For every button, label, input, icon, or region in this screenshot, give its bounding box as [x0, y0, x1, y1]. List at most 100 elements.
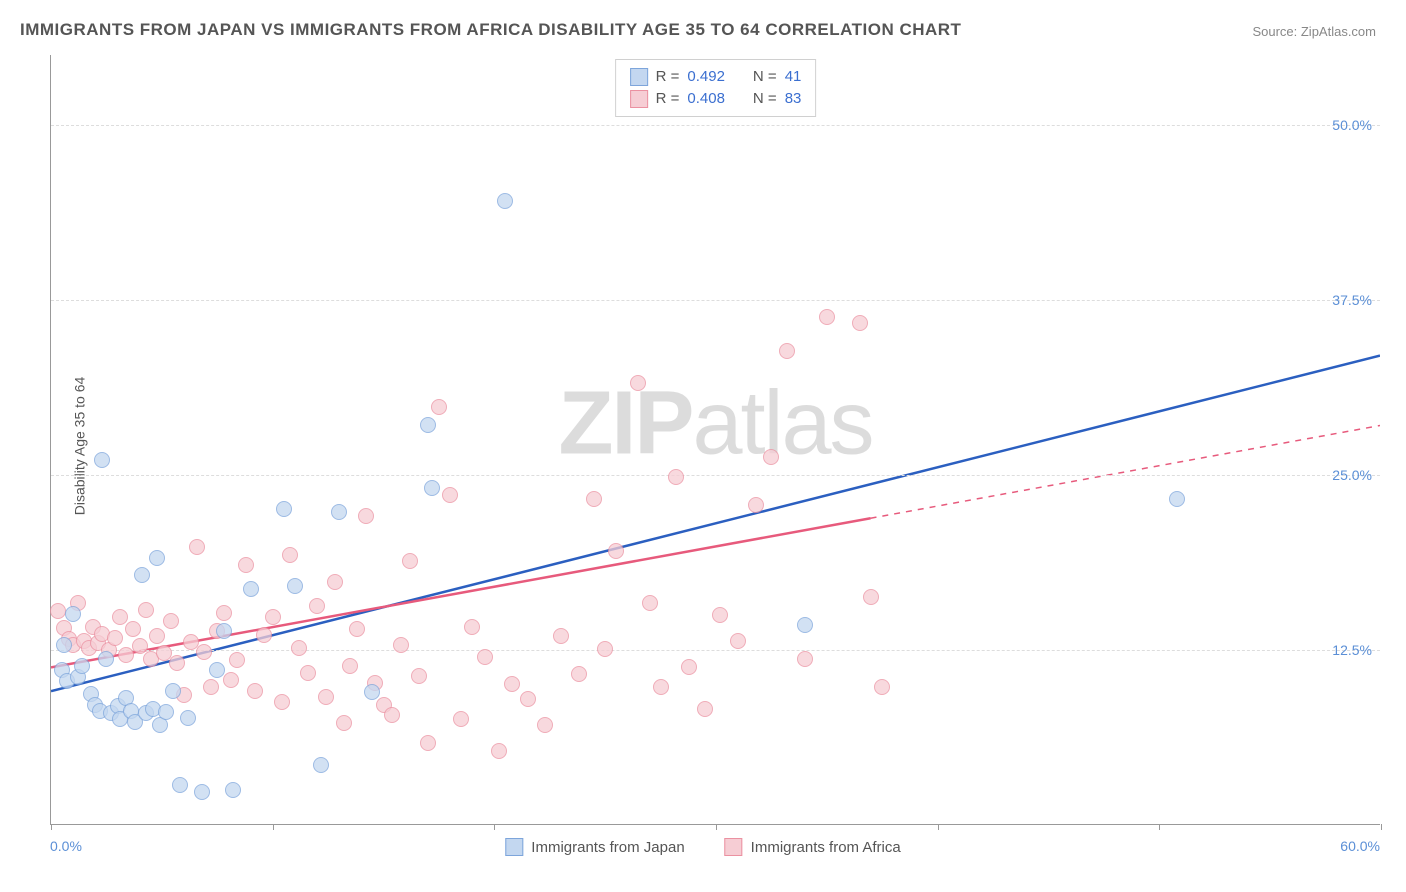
gridline: [51, 125, 1380, 126]
r-label: R =: [656, 88, 680, 110]
chart-plot-area: ZIPatlas R = 0.492 N = 41 R = 0.408 N = 83 12.5…: [50, 55, 1380, 825]
y-tick-label: 25.0%: [1332, 467, 1372, 483]
scatter-point-africa: [852, 315, 868, 331]
scatter-point-africa: [238, 557, 254, 573]
scatter-point-japan: [172, 777, 188, 793]
correlation-legend: R = 0.492 N = 41 R = 0.408 N = 83: [615, 59, 817, 117]
x-tick: [716, 824, 717, 830]
scatter-point-japan: [1169, 491, 1185, 507]
scatter-point-japan: [98, 651, 114, 667]
scatter-point-africa: [318, 689, 334, 705]
scatter-point-africa: [411, 668, 427, 684]
scatter-point-africa: [203, 679, 219, 695]
x-axis-max-label: 60.0%: [1340, 838, 1380, 854]
scatter-point-africa: [402, 553, 418, 569]
swatch-japan-icon: [630, 68, 648, 86]
n-value: 41: [785, 66, 802, 88]
x-tick: [1159, 824, 1160, 830]
x-tick: [51, 824, 52, 830]
scatter-point-japan: [134, 567, 150, 583]
scatter-point-africa: [216, 605, 232, 621]
scatter-point-africa: [520, 691, 536, 707]
scatter-point-africa: [229, 652, 245, 668]
scatter-point-africa: [420, 735, 436, 751]
scatter-point-japan: [149, 550, 165, 566]
scatter-point-africa: [163, 613, 179, 629]
scatter-point-japan: [243, 581, 259, 597]
scatter-point-africa: [223, 672, 239, 688]
legend-label: Immigrants from Africa: [751, 839, 901, 856]
scatter-point-japan: [364, 684, 380, 700]
x-tick: [494, 824, 495, 830]
scatter-point-africa: [309, 598, 325, 614]
correlation-row-africa: R = 0.408 N = 83: [630, 88, 802, 110]
scatter-point-japan: [94, 452, 110, 468]
gridline: [51, 475, 1380, 476]
scatter-point-japan: [276, 501, 292, 517]
scatter-point-japan: [420, 417, 436, 433]
r-label: R =: [656, 66, 680, 88]
scatter-point-africa: [642, 595, 658, 611]
scatter-point-japan: [74, 658, 90, 674]
scatter-point-africa: [748, 497, 764, 513]
scatter-point-japan: [287, 578, 303, 594]
scatter-point-africa: [282, 547, 298, 563]
scatter-point-africa: [300, 665, 316, 681]
scatter-point-africa: [630, 375, 646, 391]
scatter-point-africa: [393, 637, 409, 653]
legend-item-japan[interactable]: Immigrants from Japan: [505, 838, 684, 856]
scatter-point-africa: [681, 659, 697, 675]
scatter-point-japan: [165, 683, 181, 699]
source-link[interactable]: ZipAtlas.com: [1301, 24, 1376, 39]
scatter-point-africa: [653, 679, 669, 695]
n-label: N =: [753, 66, 777, 88]
scatter-point-africa: [597, 641, 613, 657]
scatter-point-africa: [608, 543, 624, 559]
scatter-point-africa: [107, 630, 123, 646]
trend-line-africa: [51, 518, 871, 667]
trend-line-japan: [51, 356, 1380, 692]
scatter-point-africa: [125, 621, 141, 637]
scatter-point-africa: [491, 743, 507, 759]
scatter-point-africa: [668, 469, 684, 485]
scatter-point-africa: [50, 603, 66, 619]
correlation-row-japan: R = 0.492 N = 41: [630, 66, 802, 88]
trend-line-dashed-africa: [871, 426, 1380, 519]
scatter-point-africa: [384, 707, 400, 723]
watermark-light: atlas: [692, 374, 872, 474]
legend-item-africa[interactable]: Immigrants from Africa: [725, 838, 901, 856]
scatter-point-japan: [56, 637, 72, 653]
scatter-point-africa: [169, 655, 185, 671]
swatch-africa-icon: [725, 838, 743, 856]
scatter-point-africa: [247, 683, 263, 699]
scatter-point-japan: [424, 480, 440, 496]
scatter-point-africa: [265, 609, 281, 625]
scatter-point-africa: [196, 644, 212, 660]
scatter-point-africa: [537, 717, 553, 733]
scatter-point-africa: [730, 633, 746, 649]
scatter-point-japan: [225, 782, 241, 798]
scatter-point-africa: [586, 491, 602, 507]
scatter-point-africa: [291, 640, 307, 656]
y-tick-label: 12.5%: [1332, 642, 1372, 658]
scatter-point-africa: [712, 607, 728, 623]
scatter-point-japan: [158, 704, 174, 720]
scatter-point-africa: [697, 701, 713, 717]
scatter-point-africa: [819, 309, 835, 325]
scatter-point-africa: [349, 621, 365, 637]
scatter-point-japan: [497, 193, 513, 209]
scatter-point-africa: [571, 666, 587, 682]
r-value: 0.492: [687, 66, 725, 88]
r-value: 0.408: [687, 88, 725, 110]
scatter-point-africa: [112, 609, 128, 625]
swatch-africa-icon: [630, 90, 648, 108]
x-tick: [1381, 824, 1382, 830]
n-value: 83: [785, 88, 802, 110]
swatch-japan-icon: [505, 838, 523, 856]
n-label: N =: [753, 88, 777, 110]
series-legend: Immigrants from Japan Immigrants from Afr…: [505, 838, 900, 856]
scatter-point-africa: [504, 676, 520, 692]
scatter-point-africa: [477, 649, 493, 665]
watermark-bold: ZIP: [558, 374, 692, 474]
scatter-point-africa: [464, 619, 480, 635]
